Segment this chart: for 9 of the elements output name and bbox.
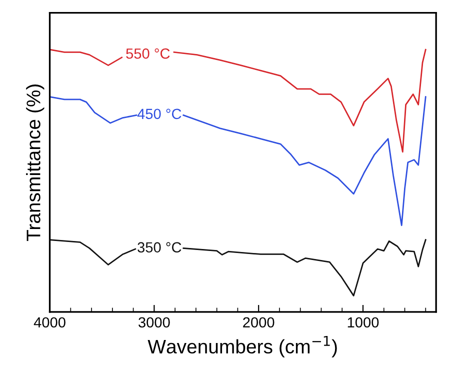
x-axis-title: Wavenumbers (cm$^{−1}$): [148, 336, 337, 358]
series-label: 550 °C: [126, 48, 170, 59]
series-label: 450 °C: [137, 108, 182, 120]
x-tick-label: 4000: [34, 317, 66, 328]
x-tick-label: 3000: [138, 317, 170, 328]
x-tick-label: 2000: [243, 317, 274, 328]
y-axis-title: Transmittance (%): [26, 84, 44, 242]
x-tick-label: 1000: [348, 317, 379, 328]
series-label: 350 °C: [138, 242, 182, 252]
